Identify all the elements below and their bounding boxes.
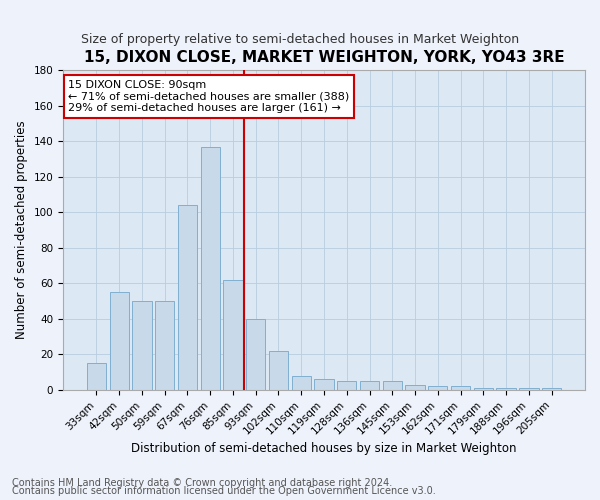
Bar [428,386,448,390]
Bar [155,301,175,390]
Bar [406,384,425,390]
Bar [360,381,379,390]
Bar [383,381,402,390]
Bar [451,386,470,390]
Bar [519,388,539,390]
Bar [110,292,129,390]
Bar [496,388,516,390]
Bar [200,146,220,390]
Title: 15, DIXON CLOSE, MARKET WEIGHTON, YORK, YO43 3RE: 15, DIXON CLOSE, MARKET WEIGHTON, YORK, … [84,50,565,65]
Text: 15 DIXON CLOSE: 90sqm
← 71% of semi-detached houses are smaller (388)
29% of sem: 15 DIXON CLOSE: 90sqm ← 71% of semi-deta… [68,80,349,113]
X-axis label: Distribution of semi-detached houses by size in Market Weighton: Distribution of semi-detached houses by … [131,442,517,455]
Bar [246,319,265,390]
Bar [292,376,311,390]
Text: Size of property relative to semi-detached houses in Market Weighton: Size of property relative to semi-detach… [81,32,519,46]
Bar [337,381,356,390]
Bar [473,388,493,390]
Bar [223,280,242,390]
Bar [314,379,334,390]
Bar [542,388,561,390]
Bar [132,301,152,390]
Bar [269,351,288,390]
Y-axis label: Number of semi-detached properties: Number of semi-detached properties [15,121,28,340]
Text: Contains public sector information licensed under the Open Government Licence v3: Contains public sector information licen… [12,486,436,496]
Bar [178,205,197,390]
Bar [87,363,106,390]
Text: Contains HM Land Registry data © Crown copyright and database right 2024.: Contains HM Land Registry data © Crown c… [12,478,392,488]
